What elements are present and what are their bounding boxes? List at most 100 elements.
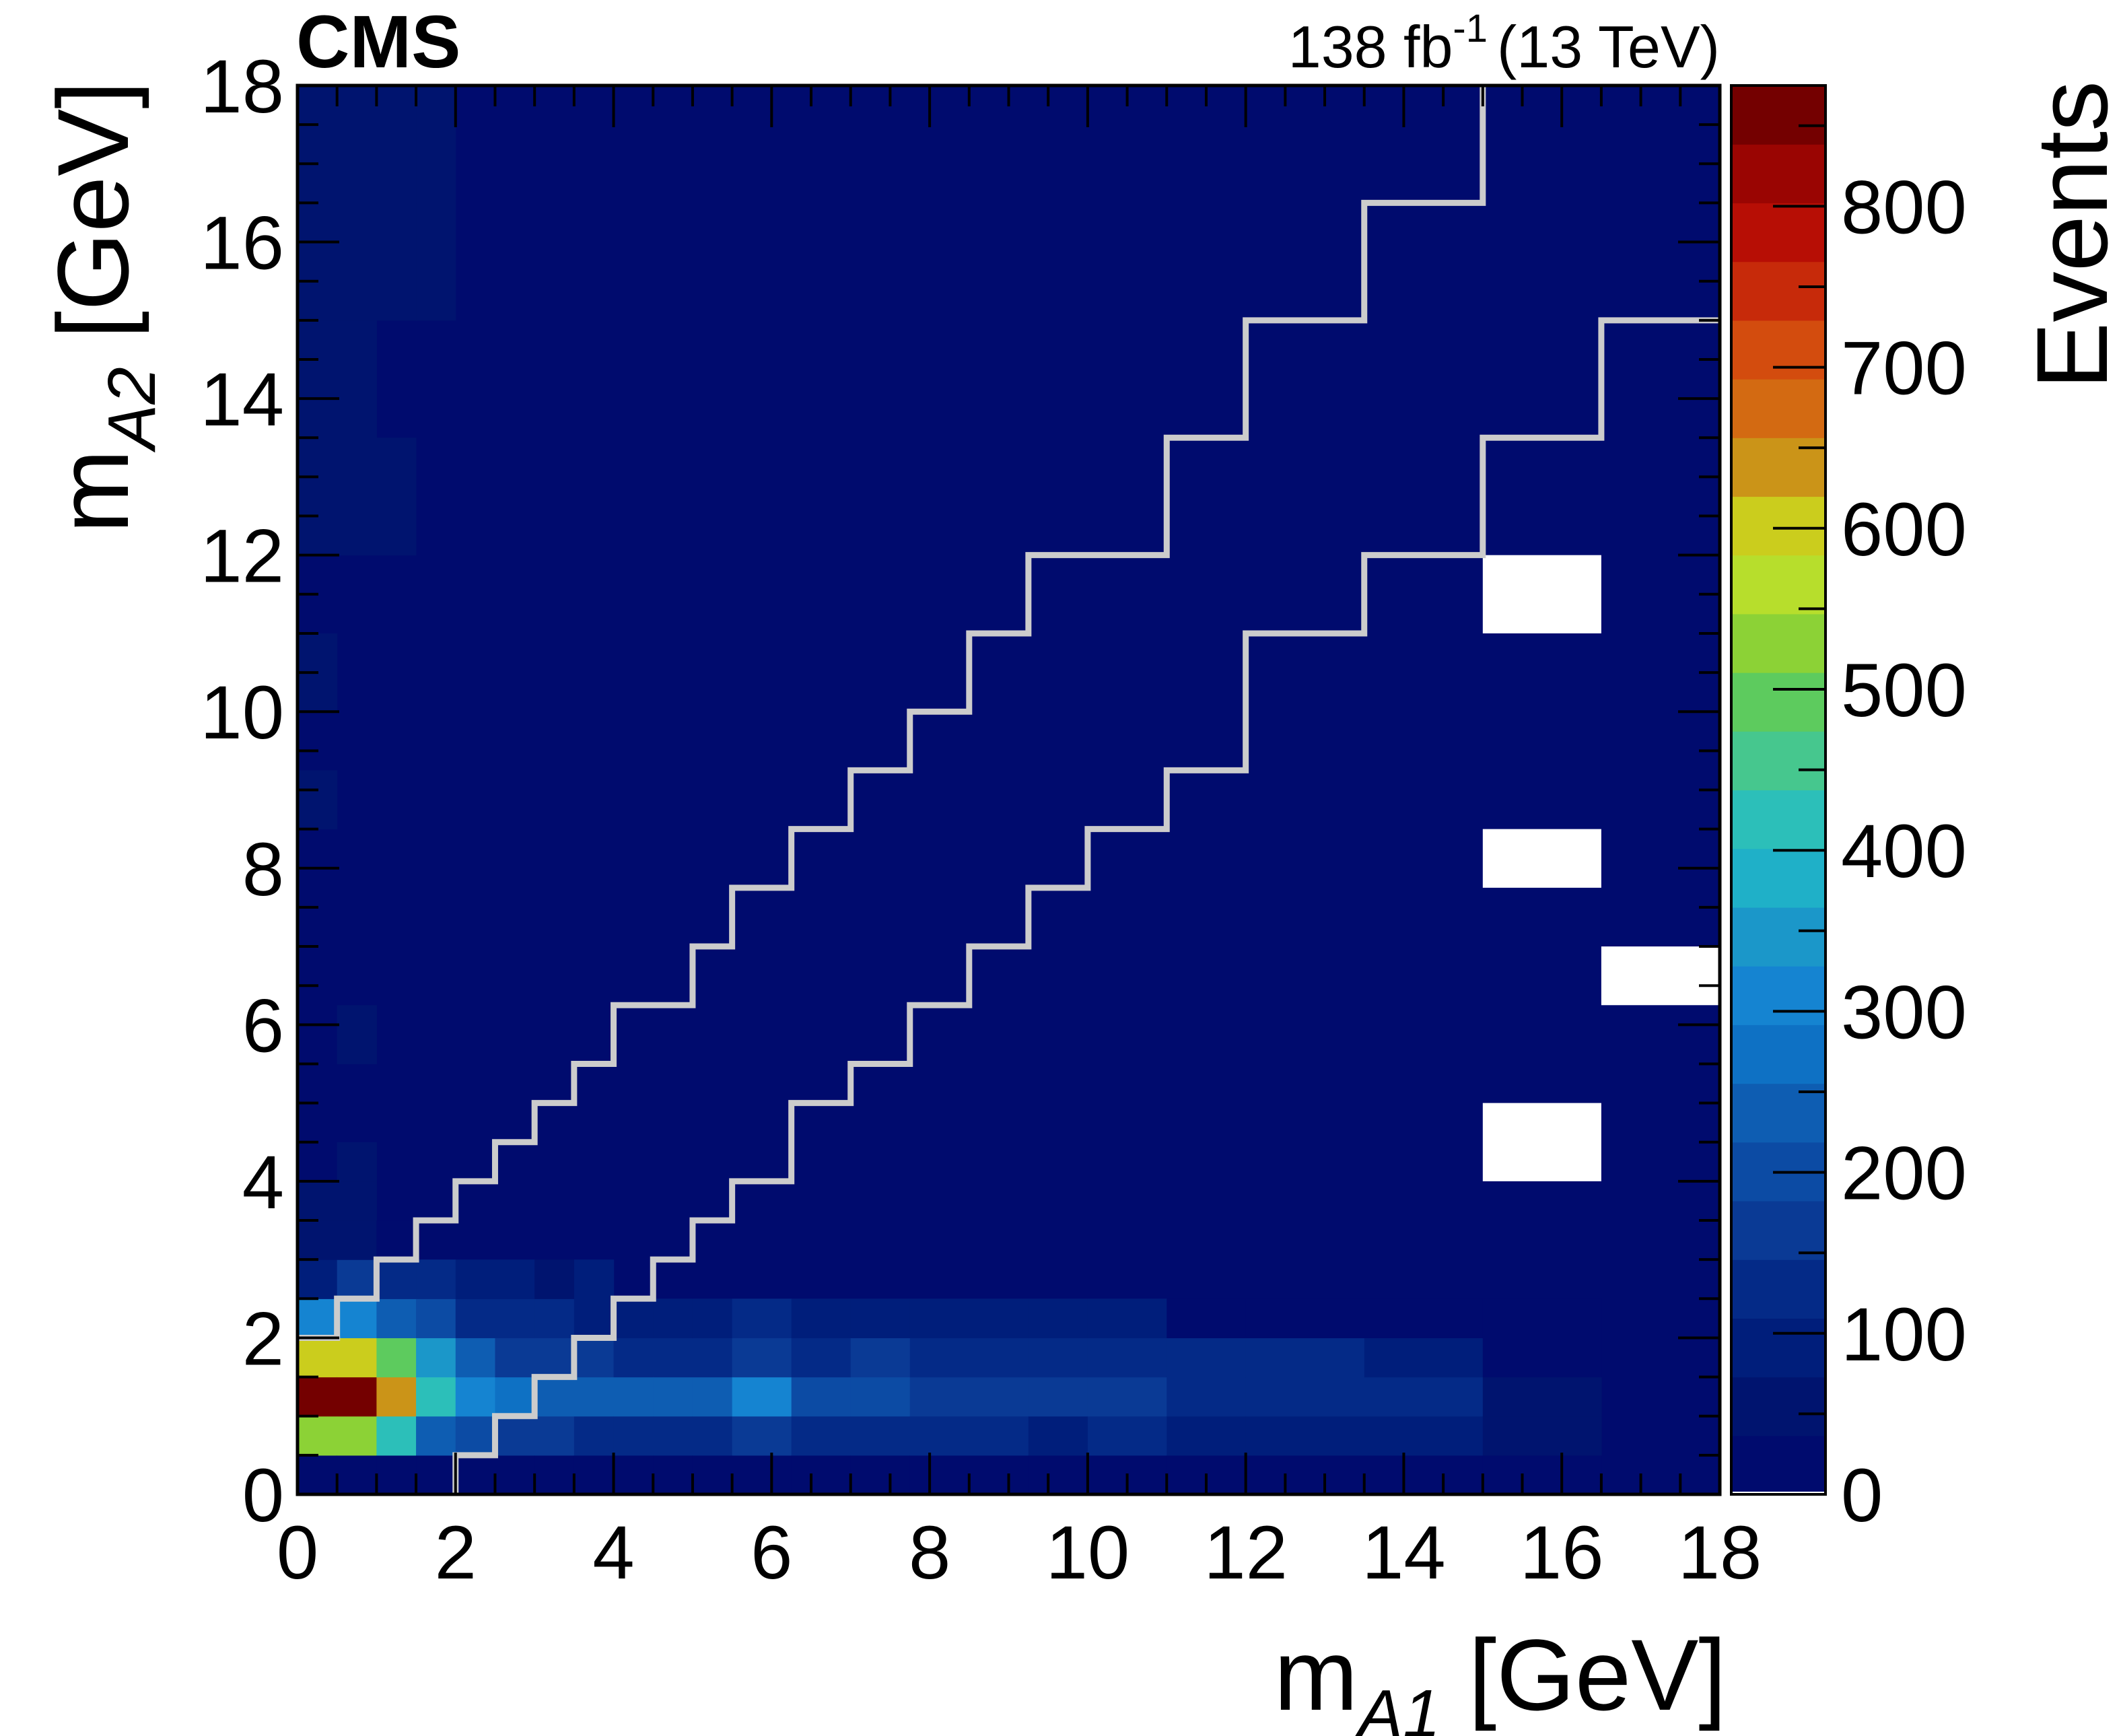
heatmap-cell [534, 1298, 575, 1339]
color-bar-segment [1731, 144, 1826, 204]
heatmap-cell [909, 1338, 970, 1378]
experiment-label: CMS [296, 1, 460, 83]
heatmap-cell [416, 1377, 456, 1417]
heatmap-cell [298, 1377, 338, 1417]
heatmap-cell [455, 1338, 496, 1378]
color-bar-segment [1731, 320, 1826, 380]
heatmap-cell [337, 203, 377, 321]
heatmap-cell [298, 203, 338, 321]
heatmap-cell [909, 1377, 970, 1417]
heatmap-cell [969, 1377, 1029, 1417]
heatmap-cell [791, 1377, 851, 1417]
z-tick-label: 500 [1841, 648, 1967, 732]
heatmap-cell [1087, 1298, 1167, 1339]
heatmap-cell [337, 1298, 377, 1339]
heatmap-cell [573, 1377, 615, 1417]
heatmap-cell [416, 1298, 456, 1339]
z-tick-label: 300 [1841, 970, 1967, 1054]
heatmap-cell [1482, 1298, 1602, 1339]
color-bar-segment [1731, 966, 1826, 1025]
heatmap-cell [376, 1298, 417, 1339]
y-axis-title-sub: A2 [94, 367, 170, 452]
x-tick-label: 0 [277, 1511, 318, 1595]
heatmap-cell [298, 438, 338, 556]
y-axis-title-base: m [36, 450, 149, 534]
color-bar-segment [1731, 261, 1826, 321]
heatmap-cell [909, 1298, 970, 1339]
heatmap-cell [1028, 1377, 1088, 1417]
heatmap-cell [732, 1298, 792, 1339]
x-tick-label: 18 [1678, 1511, 1762, 1595]
heatmap-cell [376, 1338, 417, 1378]
heatmap-cell [376, 1455, 417, 1495]
heatmap-cell [495, 1455, 535, 1495]
heatmap-cell [850, 1338, 911, 1378]
heatmap-cell [909, 1455, 970, 1495]
empty-bin [1482, 829, 1601, 888]
heatmap-cell [1087, 1377, 1167, 1417]
heatmap-cell [1245, 1416, 1365, 1456]
x-tick-label: 14 [1362, 1511, 1446, 1595]
heatmap-cell [732, 1416, 792, 1456]
color-bar-segment [1731, 555, 1826, 615]
heatmap-cell [337, 1005, 377, 1065]
heatmap-cell [337, 1181, 377, 1221]
y-tick-label: 10 [200, 670, 284, 755]
heatmap-cell [850, 1377, 911, 1417]
heatmap-cell [692, 1377, 733, 1417]
y-tick-label: 12 [200, 514, 284, 598]
heatmap-cell [791, 1298, 851, 1339]
luminosity-exponent: -1 [1453, 7, 1488, 50]
heatmap-cell [613, 1298, 654, 1339]
color-bar-segment [1731, 848, 1826, 908]
z-axis-title: Events [2015, 81, 2121, 390]
heatmap-cell [298, 770, 338, 830]
heatmap-cell [416, 85, 456, 204]
color-bar-segment [1731, 1200, 1826, 1260]
heatmap-cell [337, 1338, 377, 1378]
heatmap-cell [1167, 1377, 1247, 1417]
x-tick-labels: 0 2 4 6 8 10 12 14 16 18 [277, 1511, 1762, 1595]
color-bar-segment [1731, 731, 1826, 791]
heatmap-cell [455, 1377, 496, 1417]
heatmap-cell [613, 1377, 654, 1417]
color-bar-segment [1731, 672, 1826, 732]
heatmap-cell [1364, 1416, 1484, 1456]
heatmap-cell [850, 1298, 911, 1339]
heatmap-cell [1245, 1377, 1365, 1417]
heatmap-cell [298, 1220, 338, 1260]
x-axis-title-unit: [GeV] [1440, 1618, 1727, 1731]
color-bar-segment [1731, 496, 1826, 556]
heatmap-cell [732, 1338, 792, 1378]
heatmap-cell [376, 1259, 417, 1299]
heatmap-cell [416, 203, 456, 321]
heatmap-cell [1167, 1416, 1247, 1456]
heatmap-cell [337, 1455, 377, 1495]
heatmap-cell [376, 85, 417, 204]
y-axis-title: mA2 [GeV] [36, 81, 170, 533]
axis-ticks [296, 84, 1721, 1496]
heatmap-cell [534, 1416, 575, 1456]
z-tick-label: 100 [1841, 1292, 1967, 1377]
heatmap-cell [653, 1377, 693, 1417]
heatmap-cell [455, 1416, 496, 1456]
y-tick-label: 0 [242, 1453, 284, 1537]
heatmap-cell [495, 1377, 535, 1417]
contour-line [452, 317, 1720, 1494]
heatmap-cell [573, 1455, 615, 1495]
heatmap-cell [1364, 1377, 1484, 1417]
heatmap-cell [969, 1338, 1029, 1378]
luminosity-label: 138 fb-1 (13 TeV) [1288, 7, 1720, 80]
heatmap-cell [1167, 1298, 1247, 1339]
heatmap-cell [455, 1259, 496, 1299]
y-axis-title-unit: [GeV] [36, 81, 149, 367]
heatmap-cell [1087, 1416, 1167, 1456]
color-bar-segment [1731, 85, 1826, 145]
heatmap-cell [337, 320, 377, 438]
heatmap-cell [1245, 1455, 1365, 1495]
color-bar-segment [1731, 1435, 1826, 1495]
heatmap-cell [1028, 1455, 1088, 1495]
heatmap-cell [1028, 1416, 1088, 1456]
heatmap-cell [969, 1416, 1029, 1456]
